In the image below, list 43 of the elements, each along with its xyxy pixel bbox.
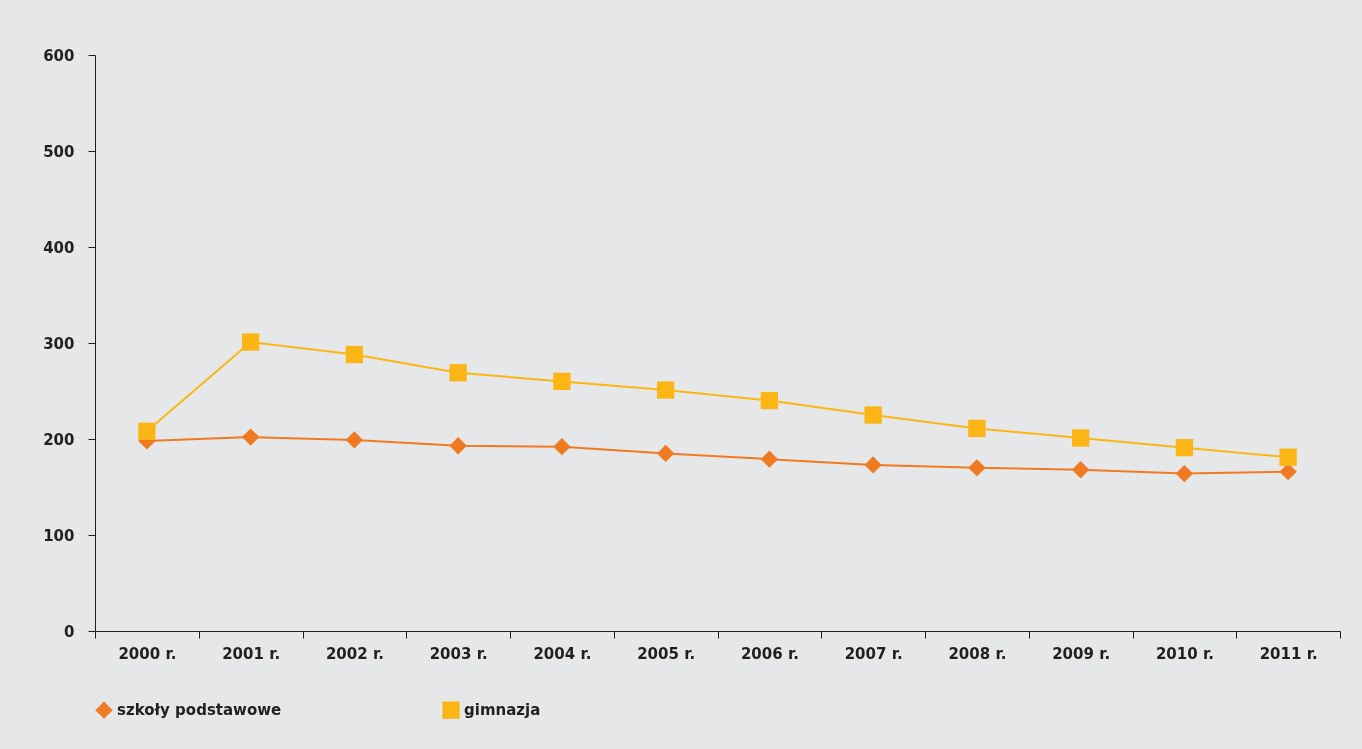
point: [345, 345, 364, 364]
point: [553, 438, 571, 456]
point: [1071, 461, 1090, 479]
point: [345, 431, 364, 449]
y-tick-label: 200: [43, 430, 75, 449]
y-tick-label: 300: [43, 334, 75, 353]
point: [864, 456, 882, 474]
y-tick-label: 0: [64, 622, 75, 641]
point: [760, 391, 779, 410]
y-tick-label: 500: [43, 142, 75, 161]
point: [241, 428, 260, 446]
x-tick-label: 2010 r.: [1155, 644, 1214, 663]
x-tick-label: 2002 r.: [325, 644, 384, 663]
x-tick-label: 2000 r.: [118, 644, 177, 663]
point: [656, 381, 675, 399]
point: [553, 372, 571, 391]
x-tick-label: 2011 r.: [1259, 644, 1318, 663]
y-tick-label: 600: [43, 46, 75, 65]
point: [760, 450, 779, 468]
point: [1175, 464, 1194, 483]
x-tick-label: 2008 r.: [948, 644, 1007, 663]
legend-label: szkoły podstawowe: [117, 701, 282, 720]
y-tick-label: 100: [43, 526, 75, 545]
point: [968, 419, 986, 438]
x-tick-label: 2007 r.: [844, 644, 903, 663]
point: [1279, 448, 1297, 466]
y-tick-label: 400: [43, 238, 75, 257]
point: [241, 333, 260, 351]
point: [864, 406, 882, 424]
point: [138, 422, 156, 440]
point: [449, 364, 467, 382]
point: [1071, 429, 1090, 447]
x-tick-label: 2003 r.: [429, 644, 488, 663]
x-tick-label: 2004 r.: [533, 644, 592, 663]
legend-label: gimnazja: [464, 701, 541, 720]
point: [968, 459, 986, 477]
point: [1175, 438, 1194, 457]
x-tick-label: 2001 r.: [222, 644, 281, 663]
x-tick-label: 2009 r.: [1052, 644, 1111, 663]
x-tick-label: 2005 r.: [637, 644, 696, 663]
point: [449, 437, 467, 455]
point: [656, 444, 675, 463]
x-tick-label: 2006 r.: [740, 644, 799, 663]
